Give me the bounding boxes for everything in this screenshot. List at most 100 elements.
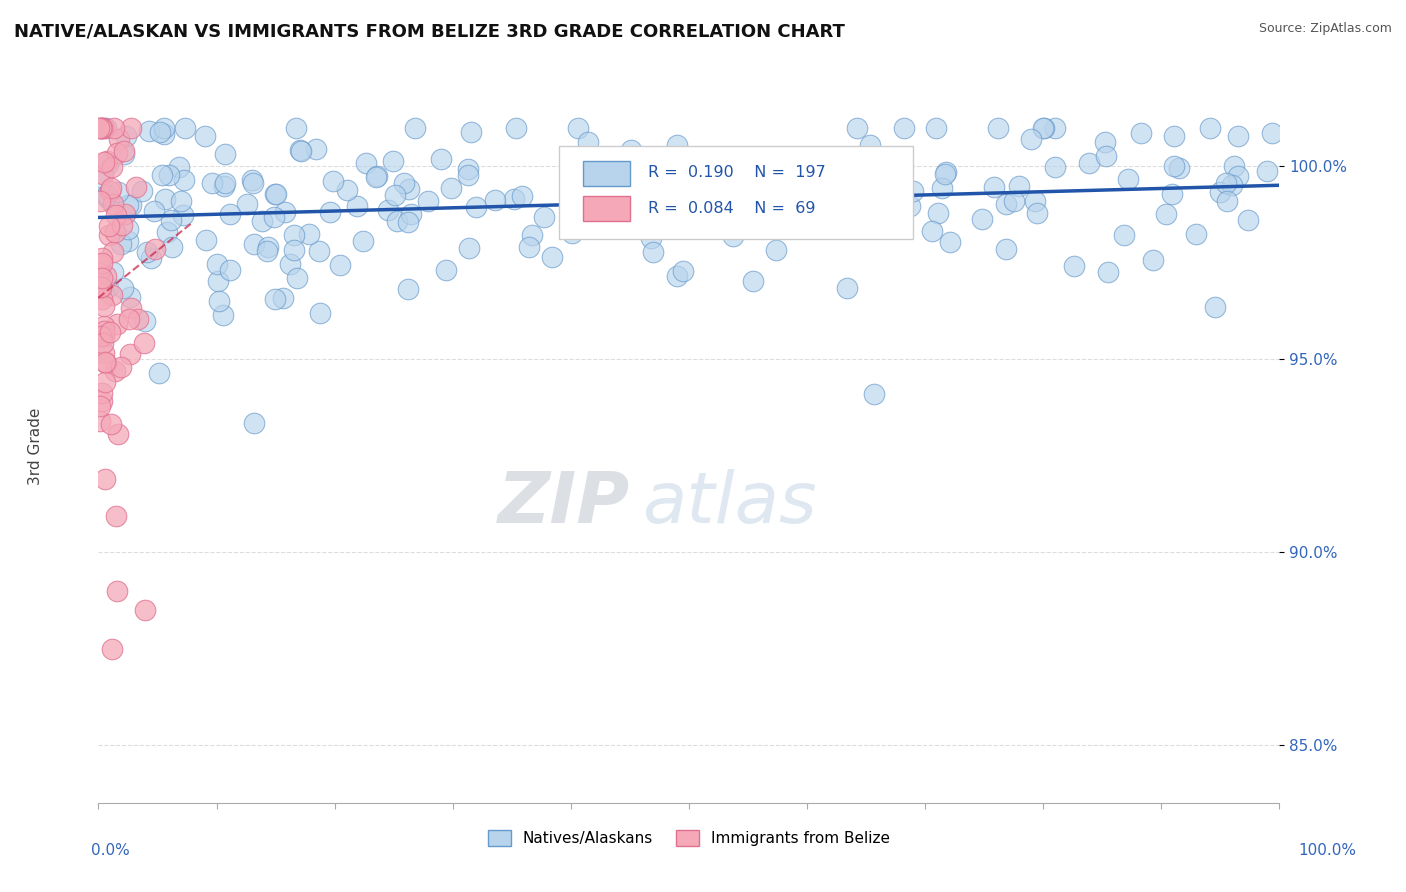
- Point: [1226, 169, 1249, 184]
- Point: [108, 131, 131, 145]
- Point: [135, 245, 157, 260]
- Point: [935, 164, 957, 178]
- Point: [103, 120, 125, 135]
- Point: [901, 184, 924, 198]
- Point: [91, 386, 114, 401]
- Point: [143, 242, 166, 256]
- Point: [440, 181, 463, 195]
- Point: [96, 187, 118, 202]
- Point: [893, 120, 915, 135]
- Point: [90, 120, 112, 135]
- Point: [100, 184, 122, 198]
- Point: [98, 228, 121, 243]
- Point: [115, 128, 138, 143]
- Point: [100, 417, 122, 432]
- Point: [1063, 259, 1085, 273]
- Point: [934, 167, 956, 181]
- Point: [93, 154, 115, 169]
- Point: [96, 269, 118, 284]
- Point: [352, 234, 374, 248]
- Point: [93, 345, 115, 359]
- Point: [252, 214, 274, 228]
- Point: [98, 219, 121, 233]
- Point: [111, 281, 134, 295]
- Point: [665, 268, 688, 283]
- Point: [1008, 178, 1031, 193]
- Point: [101, 641, 124, 656]
- Text: R =  0.190    N =  197: R = 0.190 N = 197: [648, 165, 825, 180]
- Point: [457, 169, 479, 183]
- Point: [263, 210, 285, 224]
- Point: [194, 129, 217, 144]
- Point: [322, 174, 344, 188]
- Point: [398, 181, 420, 195]
- Point: [101, 197, 124, 211]
- Point: [430, 152, 453, 166]
- Point: [97, 157, 120, 171]
- Point: [94, 120, 117, 135]
- Point: [814, 150, 837, 164]
- Text: atlas: atlas: [641, 468, 817, 538]
- Point: [150, 168, 173, 182]
- Point: [152, 120, 174, 135]
- Point: [610, 216, 633, 230]
- Point: [285, 270, 308, 285]
- Point: [153, 193, 176, 207]
- Point: [983, 180, 1005, 194]
- Point: [172, 208, 194, 222]
- Point: [101, 287, 124, 301]
- Point: [396, 215, 419, 229]
- Point: [100, 181, 122, 195]
- Point: [995, 196, 1018, 211]
- Point: [290, 145, 312, 159]
- Point: [90, 280, 112, 294]
- Point: [1142, 253, 1164, 268]
- Point: [377, 202, 399, 217]
- Point: [1215, 177, 1237, 191]
- Point: [87, 266, 110, 280]
- Point: [399, 206, 422, 220]
- Text: 100.0%: 100.0%: [1299, 843, 1357, 858]
- Point: [142, 204, 165, 219]
- Point: [522, 228, 544, 243]
- Text: 0.0%: 0.0%: [91, 843, 131, 858]
- Point: [502, 192, 524, 206]
- Point: [1002, 194, 1025, 208]
- Point: [636, 160, 658, 174]
- Point: [138, 123, 160, 137]
- Point: [1220, 178, 1243, 192]
- Point: [160, 213, 183, 227]
- Point: [243, 236, 266, 251]
- Point: [1045, 160, 1067, 174]
- Point: [271, 291, 294, 305]
- Point: [396, 282, 419, 296]
- Point: [457, 162, 479, 177]
- Point: [676, 164, 699, 178]
- Point: [308, 244, 330, 258]
- Point: [263, 187, 285, 202]
- Point: [366, 170, 388, 185]
- Point: [859, 137, 882, 152]
- FancyBboxPatch shape: [560, 146, 914, 239]
- Point: [194, 233, 217, 247]
- Point: [900, 199, 922, 213]
- Point: [382, 153, 405, 168]
- Point: [114, 207, 136, 221]
- Point: [318, 205, 340, 219]
- Point: [152, 127, 174, 141]
- Point: [921, 224, 943, 238]
- Y-axis label: 3rd Grade: 3rd Grade: [28, 408, 42, 484]
- Point: [90, 120, 112, 135]
- Point: [264, 187, 287, 202]
- Point: [134, 314, 156, 328]
- Point: [1032, 120, 1054, 135]
- Point: [678, 180, 700, 194]
- Point: [111, 218, 134, 232]
- Point: [346, 199, 368, 213]
- Point: [385, 213, 408, 227]
- Point: [89, 399, 111, 413]
- Point: [94, 356, 117, 370]
- Point: [925, 120, 948, 135]
- Point: [91, 251, 114, 265]
- Point: [89, 414, 111, 428]
